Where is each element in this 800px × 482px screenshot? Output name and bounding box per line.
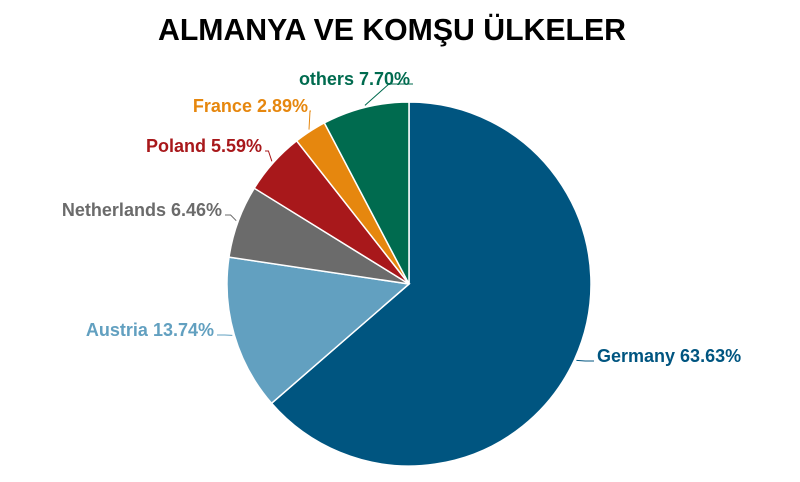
slice-value: 63.63% xyxy=(680,346,741,366)
slice-label: France 2.89% xyxy=(193,96,308,116)
pie-slice xyxy=(270,101,592,467)
leader-line xyxy=(225,214,237,222)
leader-line xyxy=(265,150,273,162)
slice-category: France xyxy=(193,96,252,116)
slice-label: Netherlands 6.46% xyxy=(62,200,222,220)
pie-slice xyxy=(323,101,410,285)
slice-value: 7.70% xyxy=(359,69,410,89)
slice-category: Germany xyxy=(597,346,675,366)
slice-label: others 7.70% xyxy=(299,69,410,89)
chart-title: ALMANYA VE KOMŞU ÜLKELER xyxy=(158,12,626,47)
slice-label: Austria 13.74% xyxy=(86,320,214,340)
slice-label: Poland 5.59% xyxy=(146,136,262,156)
slice-label: Germany 63.63% xyxy=(597,346,741,366)
pie-slice xyxy=(226,256,411,405)
leader-line xyxy=(364,83,413,106)
slice-category: Netherlands xyxy=(62,200,166,220)
slice-category: Austria xyxy=(86,320,149,340)
slice-value: 2.89% xyxy=(257,96,308,116)
slice-category: others xyxy=(299,69,354,89)
leader-line xyxy=(576,359,594,362)
slice-category: Poland xyxy=(146,136,206,156)
slice-value: 5.59% xyxy=(211,136,262,156)
slice-value: 6.46% xyxy=(171,200,222,220)
slice-value: 13.74% xyxy=(153,320,214,340)
leader-line xyxy=(308,110,311,130)
